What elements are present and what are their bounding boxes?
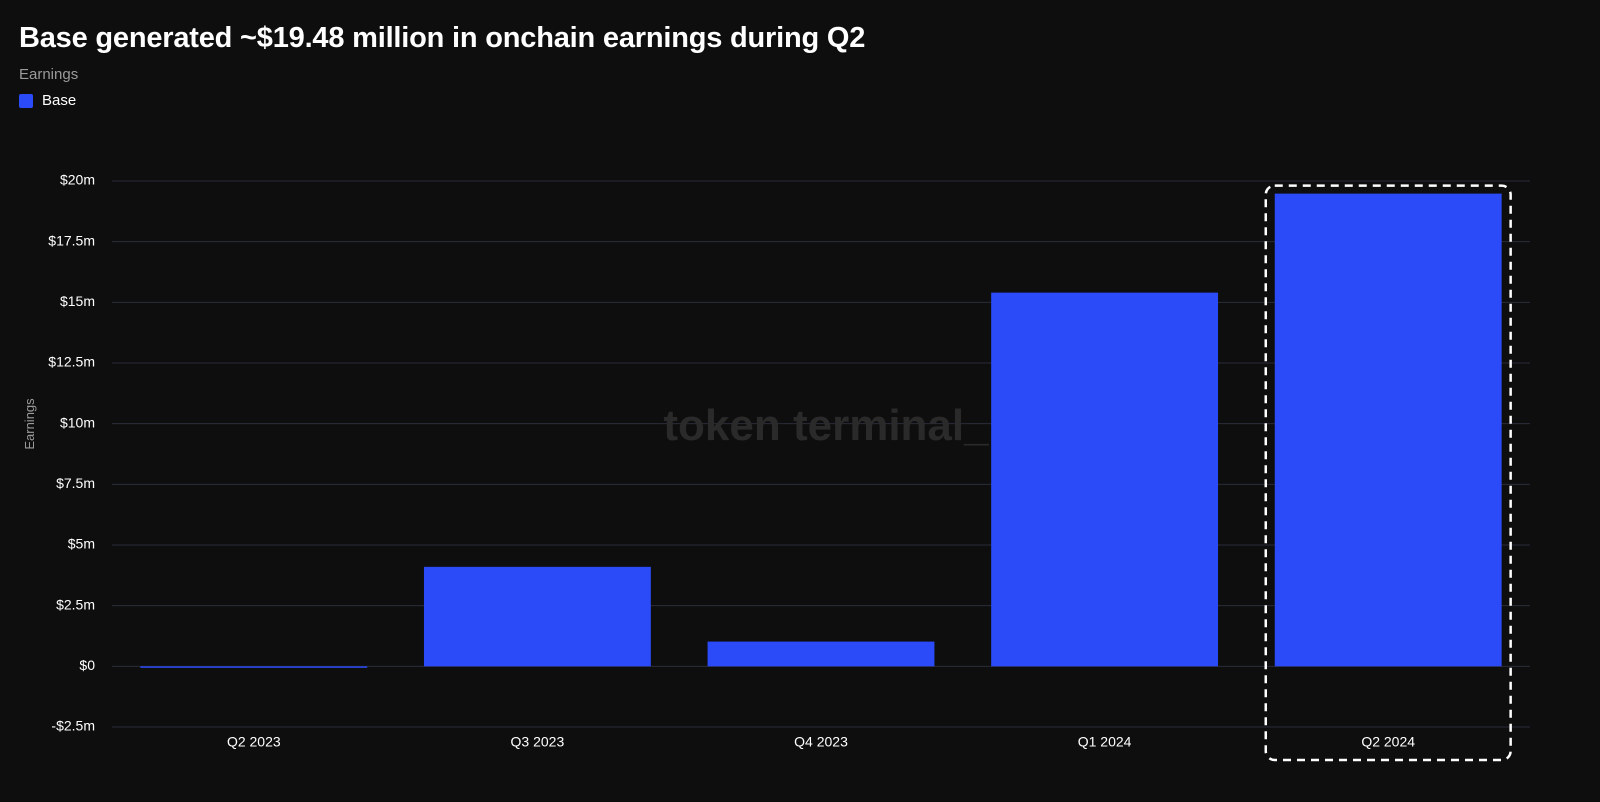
y-tick-label: $0 (79, 657, 95, 673)
bars (140, 193, 1502, 668)
chart-title: Base generated ~$19.48 million in onchai… (19, 22, 866, 54)
x-tick-label-q1-2024: Q1 2024 (1078, 734, 1132, 750)
y-tick-label: $17.5m (48, 232, 95, 248)
highlight-box-q2-2024 (1264, 184, 1512, 762)
x-tick-label-q4-2023: Q4 2023 (794, 734, 848, 750)
bar-q3-2023 (423, 566, 651, 667)
x-tick-label-q2-2024: Q2 2024 (1361, 734, 1415, 750)
x-tick-label-q2-2023: Q2 2023 (227, 734, 281, 750)
legend-label-base: Base (42, 92, 77, 109)
y-tick-label: $2.5m (56, 596, 95, 612)
y-tick-label: $12.5m (48, 354, 95, 370)
legend: Base (19, 92, 76, 109)
chart-subtitle: Earnings (19, 66, 79, 83)
y-axis-ticks: $20m $17.5m $15m $12.5m $10m $7.5m $5m $2.5m $0 -… (48, 172, 95, 734)
x-tick-label-q3-2023: Q3 2023 (511, 734, 565, 750)
y-tick-label: $15m (60, 293, 95, 309)
y-tick-label: $5m (68, 536, 95, 552)
y-tick-label: $7.5m (56, 475, 95, 491)
bar-q1-2024 (991, 292, 1219, 667)
watermark: token terminal_ (663, 401, 989, 450)
bar-q2-2024 (1274, 193, 1502, 667)
bar-q4-2023 (707, 641, 935, 667)
x-axis-ticks: Q2 2023 Q3 2023 Q4 2023 Q1 2024 Q2 2024 (227, 734, 1415, 750)
y-tick-label: $10m (60, 414, 95, 430)
legend-swatch-base (19, 93, 33, 108)
y-tick-label: $20m (60, 172, 95, 188)
y-axis-label: Earnings (22, 398, 37, 450)
bar-q2-2023 (140, 666, 368, 668)
y-tick-label: -$2.5m (51, 718, 95, 734)
